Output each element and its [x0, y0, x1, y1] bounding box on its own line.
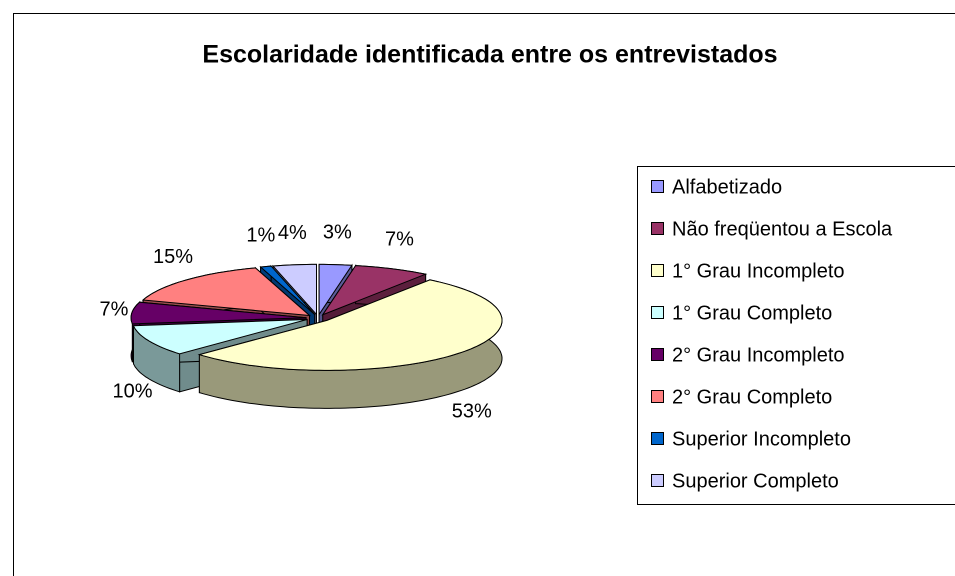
data-label: 15%	[153, 246, 193, 268]
legend-label: 2° Grau Completo	[672, 386, 832, 408]
slice	[132, 319, 308, 355]
slice	[197, 279, 503, 371]
legend-label: 2° Grau Incompleto	[672, 344, 845, 366]
slice	[321, 265, 428, 316]
slice	[130, 301, 307, 325]
slice	[141, 267, 311, 317]
legend-label: Superior Incompleto	[672, 428, 851, 450]
legend-label: 1° Grau Completo	[672, 302, 832, 324]
legend-swatch	[651, 180, 664, 193]
legend-label: Superior Completo	[672, 470, 839, 492]
legend-swatch	[651, 474, 664, 487]
data-label: 53%	[452, 400, 492, 422]
legend-swatch	[651, 348, 664, 361]
legend-swatch	[651, 390, 664, 403]
slice	[318, 263, 353, 317]
data-label: 3%	[323, 222, 352, 244]
legend-box	[637, 166, 955, 505]
legend-label: Não freqüentou a Escola	[672, 218, 893, 240]
data-label: 4%	[278, 222, 307, 244]
data-label: 10%	[112, 380, 152, 402]
legend-swatch	[651, 264, 664, 277]
legend-label: Alfabetizado	[672, 176, 782, 198]
legend-label: 1° Grau Incompleto	[672, 260, 845, 282]
legend-swatch	[651, 222, 664, 235]
chart-title: Escolaridade identificada entre os entre…	[202, 41, 777, 69]
legend-swatch	[651, 306, 664, 319]
slice	[271, 263, 317, 316]
data-label: 7%	[385, 228, 414, 250]
slice	[259, 265, 316, 315]
legend-swatch	[651, 432, 664, 445]
data-label: 7%	[99, 298, 128, 320]
data-label: 1%	[246, 225, 275, 247]
